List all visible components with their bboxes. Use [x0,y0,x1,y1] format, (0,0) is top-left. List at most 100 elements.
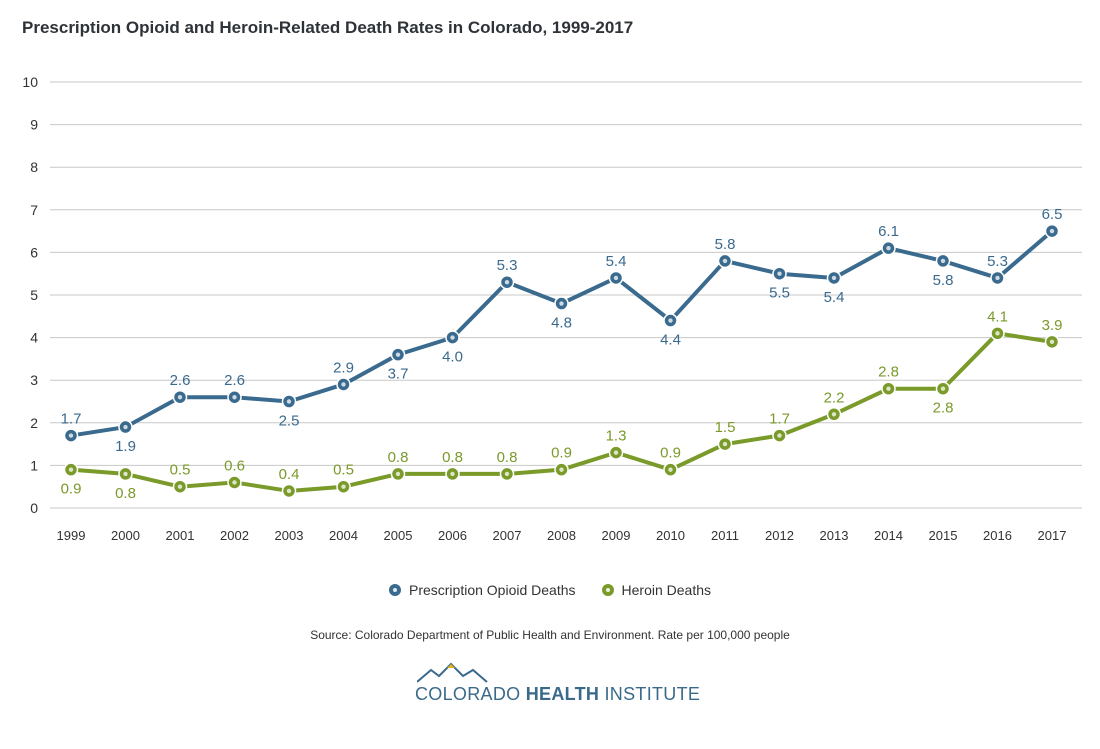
x-tick-label: 2013 [820,528,849,543]
logo-text-part2: HEALTH [525,684,600,704]
x-tick-label: 2007 [493,528,522,543]
data-label: 4.1 [987,308,1008,325]
legend-item-heroin: Heroin Deaths [601,582,712,598]
x-tick-label: 2015 [929,528,958,543]
data-point-center [613,450,619,455]
legend-marker-heroin [601,584,614,596]
x-tick-label: 2014 [874,528,903,543]
y-tick-label: 6 [30,244,38,260]
x-tick-label: 2004 [329,528,358,543]
data-label: 1.7 [769,411,790,428]
y-tick-label: 8 [30,159,38,175]
logo-text-part3: INSTITUTE [599,684,701,704]
data-point-center [722,441,728,447]
x-tick-label: 2009 [602,528,631,543]
data-point-center [1049,339,1055,345]
data-point-center [68,433,74,438]
data-label: 1.7 [61,411,82,428]
data-label: 2.8 [878,364,899,381]
y-tick-label: 1 [30,457,38,473]
data-label: 0.8 [388,449,409,466]
data-label: 2.5 [279,413,300,430]
data-label: 1.5 [715,419,736,436]
data-point-center [232,480,237,485]
data-label: 0.9 [61,481,82,498]
data-point-center [286,399,292,404]
x-tick-label: 2006 [438,528,467,543]
data-point-center [831,412,837,417]
data-label: 5.3 [497,257,518,274]
x-tick-label: 2002 [220,528,249,543]
data-label: 1.9 [115,438,136,455]
data-label: 3.7 [388,366,409,383]
y-tick-label: 4 [30,330,38,346]
data-label: 5.5 [769,285,790,302]
data-point-center [668,467,673,472]
y-tick-label: 7 [30,202,38,218]
y-tick-label: 10 [22,74,38,90]
legend-label-opioid: Prescription Opioid Deaths [408,582,576,598]
data-point-center [940,258,946,264]
x-tick-label: 2008 [547,528,576,543]
data-label: 3.9 [1042,317,1063,334]
data-point-center [395,471,401,477]
data-point-center [286,488,292,494]
legend-label-heroin: Heroin Deaths [621,582,712,598]
legend-item-opioid: Prescription Opioid Deaths [388,582,576,598]
colorado-health-institute-logo: COLORADO HEALTH INSTITUTE [415,662,700,712]
data-point-center [395,352,401,357]
data-point-center [1049,228,1055,234]
y-tick-label: 5 [30,287,38,303]
x-axis-ticks: 1999 2000 2001 2002 2003 2004 2005 2006 2007 2008… [57,528,1067,543]
data-point-center [777,433,782,438]
logo-text-part1: COLORADO [415,684,526,704]
data-label: 1.3 [606,428,627,445]
legend-marker-opioid [388,584,401,596]
data-point-center [886,386,891,391]
data-label: 0.6 [224,457,245,474]
x-tick-label: 2017 [1038,528,1067,543]
data-point-center [123,471,128,477]
x-tick-label: 2001 [166,528,195,543]
data-point-center [559,301,564,306]
data-point-center [177,484,183,489]
series: 1.7 1.9 2.6 2.6 2.5 2.9 3.7 4.0 5.3 4.8 5.4 4.4 5.8 5… [61,206,1063,502]
data-label: 4.0 [442,349,463,366]
data-label: 2.6 [170,372,191,389]
data-point-center [613,275,619,281]
data-point-center [886,245,891,251]
legend: Prescription Opioid Deaths Heroin Deaths [0,582,1100,598]
data-point-center [504,471,510,477]
data-label: 0.5 [170,462,191,479]
data-label: 6.5 [1042,206,1063,223]
data-label: 0.9 [551,445,572,462]
data-label: 4.8 [551,315,572,332]
data-label: 6.1 [878,223,899,240]
series-heroin: 0.9 0.8 0.5 0.6 0.4 0.5 0.8 0.8 0.8 0.9 1.3 0.9 1.5 1… [61,308,1063,502]
x-tick-label: 2003 [275,528,304,543]
data-label: 0.8 [115,485,136,502]
data-point-center [504,280,510,285]
data-point-center [995,275,1000,281]
x-tick-label: 2010 [656,528,685,543]
data-point-center [68,467,74,472]
y-tick-label: 9 [30,117,38,133]
source-note: Source: Colorado Department of Public He… [310,628,790,642]
data-point-center [232,395,237,400]
data-point-center [668,318,673,323]
y-tick-label: 0 [30,500,38,516]
data-label: 0.5 [333,462,354,479]
y-tick-label: 3 [30,372,38,388]
data-point-center [341,484,346,489]
x-tick-label: 2000 [111,528,140,543]
data-label: 2.8 [933,400,954,417]
data-point-center [940,386,946,391]
data-point-center [995,331,1000,336]
data-point-center [450,335,455,340]
chart-title: Prescription Opioid and Heroin-Related D… [22,18,634,37]
data-point-center [831,275,837,281]
x-tick-label: 2012 [765,528,794,543]
y-axis-ticks: 0 1 2 3 4 5 6 7 8 9 10 [22,74,38,516]
data-label: 0.9 [660,445,681,462]
series-opioid: 1.7 1.9 2.6 2.6 2.5 2.9 3.7 4.0 5.3 4.8 5.4 4.4 5.8 5… [61,206,1063,455]
